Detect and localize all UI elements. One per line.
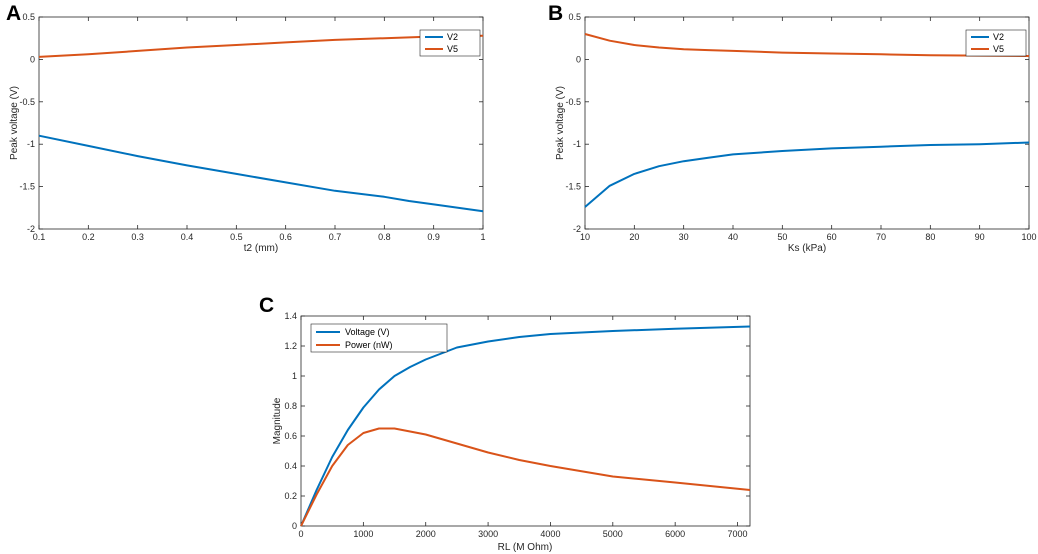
panel-a-y-ticks: -2 -1.5 -1 -0.5 0 0.5 [19, 12, 483, 234]
panel-b-x-tick-label: 40 [728, 232, 738, 242]
panel-a-x-tick-label: 0.7 [329, 232, 342, 242]
panel-c-series-voltage-v [300, 325, 751, 527]
panel-a-x-ticks: 0.1 0.2 0.3 0.4 0.5 0.6 0.7 0.8 0.9 1 [33, 17, 486, 242]
panel-c-letter: C [259, 294, 274, 317]
panel-b-x-tick-label: 10 [580, 232, 590, 242]
panel-a-y-tick-label: -0.5 [19, 97, 35, 107]
panel-c-x-ticks: 0 1000 2000 3000 4000 5000 6000 7000 [298, 316, 748, 539]
panel-b-y-ticks: -2 -1.5 -1 -0.5 0 0.5 [565, 12, 1029, 234]
panel-a-y-axis-label: Peak voltage (V) [9, 86, 20, 160]
panel-c-x-tick-label: 7000 [728, 529, 748, 539]
panel-c-y-axis-label: Magnitude [272, 397, 283, 444]
panel-c-x-tick-label: 3000 [478, 529, 498, 539]
panel-c-x-tick-label: 1000 [353, 529, 373, 539]
panel-a-x-tick-label: 0.2 [82, 232, 95, 242]
panel-b-legend: V2 V5 [965, 29, 1027, 57]
panel-b-y-tick-label: 0.5 [568, 12, 581, 22]
panel-a-x-tick-label: 0.6 [279, 232, 292, 242]
panel-c-x-tick-label: 0 [298, 529, 303, 539]
panel-c-y-tick-label: 0.8 [284, 401, 297, 411]
panel-b-plot-area [584, 16, 1030, 230]
panel-a-y-tick-label: 0.5 [22, 12, 35, 22]
panel-a-letter: A [6, 2, 21, 25]
panel-b-series-v2 [584, 141, 1030, 208]
panel-c-y-ticks: 0 0.2 0.4 0.6 0.8 1 1.2 1.4 [284, 311, 750, 531]
panel-c: C 0 0.2 0.4 0.6 0.8 1 1.2 1.4 0 1000 2000 3000 4000… [259, 294, 751, 553]
panel-a-x-tick-label: 1 [480, 232, 485, 242]
panel-a-series [38, 34, 484, 213]
panel-a-y-tick-label: -1.5 [19, 182, 35, 192]
panel-b-x-tick-label: 80 [925, 232, 935, 242]
panel-c-y-tick-label: 0.4 [284, 461, 297, 471]
panel-c-legend-label-voltage: Voltage (V) [345, 327, 390, 337]
panel-a-x-tick-label: 0.8 [378, 232, 391, 242]
panel-c-x-tick-label: 5000 [603, 529, 623, 539]
panel-b-series [584, 33, 1030, 208]
panel-a-plot-area [38, 16, 484, 230]
panel-b-letter: B [548, 2, 563, 25]
panel-c-y-tick-label: 0.6 [284, 431, 297, 441]
panel-c-x-tick-label: 4000 [540, 529, 560, 539]
panel-a-y-tick-label: -2 [27, 224, 35, 234]
panel-b-x-axis-label: Ks (kPa) [788, 243, 826, 254]
panel-b-x-tick-label: 100 [1021, 232, 1036, 242]
panel-c-x-tick-label: 6000 [665, 529, 685, 539]
panel-a-legend-box [419, 29, 481, 57]
panel-a-x-tick-label: 0.1 [33, 232, 46, 242]
panel-b-x-tick-label: 50 [777, 232, 787, 242]
panel-c-y-tick-label: 1.4 [284, 311, 297, 321]
panel-a-y-tick-label: -1 [27, 139, 35, 149]
panel-a-x-tick-label: 0.3 [131, 232, 144, 242]
panel-b-y-tick-label: -1.5 [565, 182, 581, 192]
panel-c-legend-label-power: Power (nW) [345, 340, 393, 350]
panel-a-legend-label-v5: V5 [447, 44, 458, 54]
panel-c-y-tick-label: 0 [292, 521, 297, 531]
panel-a-legend-label-v2: V2 [447, 32, 458, 42]
panel-c-legend: Voltage (V) Power (nW) [310, 323, 448, 353]
panel-b-x-tick-label: 30 [679, 232, 689, 242]
panel-a-x-tick-label: 0.5 [230, 232, 243, 242]
panel-b-x-tick-label: 70 [876, 232, 886, 242]
panel-c-x-tick-label: 2000 [416, 529, 436, 539]
panel-a: A -2 -1.5 -1 -0.5 0 0.5 0.1 0.2 0.3 0.4 0.5 0.6 0.7… [6, 2, 486, 254]
panel-b-legend-label-v5: V5 [993, 44, 1004, 54]
panel-b-x-ticks: 10 20 30 40 50 60 70 80 90 100 [580, 17, 1037, 242]
panel-b-x-tick-label: 90 [975, 232, 985, 242]
panel-c-series-power-nw [300, 427, 751, 527]
panel-b-series-v5 [584, 33, 1030, 57]
panel-b-y-tick-label: -2 [573, 224, 581, 234]
panel-a-series-v5 [38, 34, 484, 58]
panel-a-legend: V2 V5 [419, 29, 481, 57]
panel-c-x-axis-label: RL (M Ohm) [498, 542, 553, 553]
panel-b: B -2 -1.5 -1 -0.5 0 0.5 10 20 30 40 50 60 70 80 90 100… [548, 2, 1037, 254]
panel-b-legend-label-v2: V2 [993, 32, 1004, 42]
panel-a-x-tick-label: 0.4 [181, 232, 194, 242]
panel-c-legend-box [310, 323, 448, 353]
panel-b-y-tick-label: -0.5 [565, 97, 581, 107]
panel-a-y-tick-label: 0 [30, 54, 35, 64]
panel-c-series [300, 325, 751, 527]
panel-b-legend-box [965, 29, 1027, 57]
panel-a-x-tick-label: 0.9 [427, 232, 440, 242]
panel-c-y-tick-label: 0.2 [284, 491, 297, 501]
panel-b-x-tick-label: 60 [827, 232, 837, 242]
panel-b-y-axis-label: Peak voltage (V) [555, 86, 566, 160]
panel-a-series-v2 [38, 134, 484, 213]
panel-b-x-tick-label: 20 [629, 232, 639, 242]
panel-a-x-axis-label: t2 (mm) [244, 243, 278, 254]
panel-b-y-tick-label: -1 [573, 139, 581, 149]
panel-c-y-tick-label: 1 [292, 371, 297, 381]
panel-b-y-tick-label: 0 [576, 54, 581, 64]
panel-c-y-tick-label: 1.2 [284, 341, 297, 351]
